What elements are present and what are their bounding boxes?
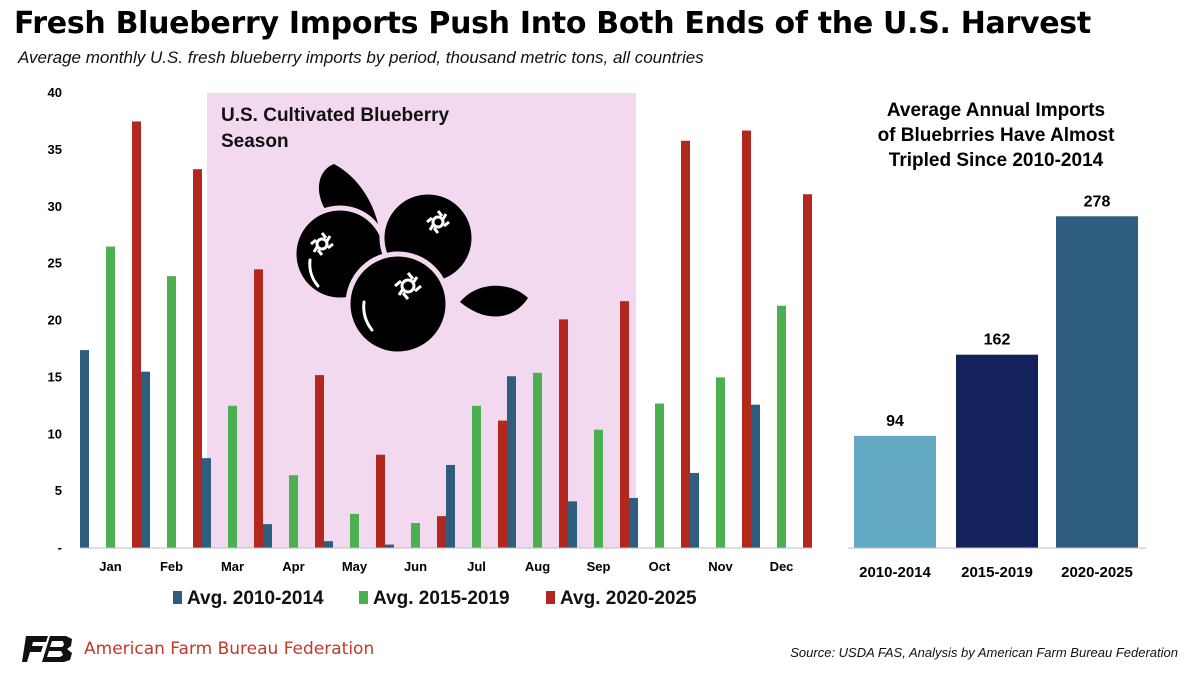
organization-name: American Farm Bureau Federation [84,639,375,659]
season-label-line-1: U.S. Cultivated Blueberry [221,105,449,126]
legend-label: Avg. 2015-2019 [373,588,510,609]
x-tick-label: Aug [525,559,550,574]
y-tick-label: 10 [48,426,62,441]
y-tick-label: - [58,540,62,555]
left-x-axis: Jan Feb Mar Apr May Jun Jul Aug Sep Oct Nov Dec [99,559,793,574]
bar-jan-series-1 [80,350,89,548]
annual-bar-2015-2019 [956,354,1038,548]
y-tick-label: 35 [48,142,62,157]
annual-data-label: 94 [886,413,904,430]
bar-feb-series-1 [141,371,150,548]
annual-bar-2020-2025 [1056,216,1138,548]
y-tick-label: 30 [48,199,62,214]
y-tick-label: 40 [48,85,62,100]
right-title-line: Average Annual Imports [887,100,1105,121]
bar-dec-series-1 [751,404,760,548]
bar-jun-series-2 [411,522,420,548]
bar-feb-series-3 [193,169,202,548]
right-chart-title: Average Annual Imports of Bluebrries Have… [878,100,1116,171]
x-tick-label: Jul [467,559,486,574]
y-tick-label: 5 [55,483,62,498]
bar-mar-series-1 [202,458,211,548]
season-label-line-2: Season [221,131,289,152]
x-tick-label: Jun [404,559,427,574]
bar-aug-series-2 [533,372,542,548]
bar-mar-series-2 [228,405,237,548]
bar-oct-series-2 [655,403,664,548]
legend-swatch [546,591,555,604]
bar-apr-series-3 [315,375,324,548]
bar-aug-series-3 [559,319,568,548]
x-tick-label: Mar [221,559,244,574]
right-x-axis: 2010-2014 2015-2019 2020-2025 [859,564,1133,581]
blueberry-icon [291,164,528,357]
bar-aug-series-1 [507,376,516,548]
annual-x-tick-label: 2015-2019 [961,564,1033,581]
bar-jun-series-1 [385,544,394,548]
x-tick-label: Feb [160,559,183,574]
bar-jul-series-3 [498,420,507,548]
annual-data-label: 278 [1084,193,1111,210]
afbf-logo-icon [22,636,72,662]
y-tick-label: 25 [48,256,62,271]
bar-may-series-1 [324,541,333,548]
x-tick-label: Oct [649,559,671,574]
x-tick-label: Sep [587,559,611,574]
bar-dec-series-3 [803,194,812,549]
bar-oct-series-3 [681,140,690,548]
legend-swatch [359,591,368,604]
annual-bar-2010-2014 [854,435,936,548]
left-bars [80,121,812,549]
bar-mar-series-3 [254,269,263,548]
bar-jan-series-3 [132,121,141,548]
chart-subtitle: Average monthly U.S. fresh blueberry imp… [18,48,704,67]
legend-swatch [173,591,182,604]
legend: Avg. 2010-2014 Avg. 2015-2019 Avg. 2020-20… [173,588,697,609]
x-tick-label: Jan [99,559,121,574]
annual-x-tick-label: 2020-2025 [1061,564,1133,581]
legend-label: Avg. 2010-2014 [187,588,324,609]
bar-may-series-3 [376,454,385,548]
bar-sep-series-1 [568,501,577,548]
x-tick-label: Apr [282,559,304,574]
bar-oct-series-1 [629,497,638,548]
x-tick-label: Dec [770,559,794,574]
bar-jan-series-2 [106,246,115,548]
annual-x-tick-label: 2010-2014 [859,564,931,581]
x-tick-label: May [342,559,368,574]
bar-dec-series-2 [777,305,786,548]
bar-feb-series-2 [167,276,176,548]
legend-label: Avg. 2020-2025 [560,588,697,609]
bar-apr-series-2 [289,475,298,548]
x-tick-label: Nov [708,559,733,574]
source-note: Source: USDA FAS, Analysis by American F… [790,645,1178,660]
chart-title: Fresh Blueberry Imports Push Into Both E… [14,6,1091,41]
bar-nov-series-3 [742,130,751,548]
bar-sep-series-2 [594,429,603,548]
y-tick-label: 20 [48,313,62,328]
bar-may-series-2 [350,513,359,548]
right-bars: 94 162 278 [854,193,1138,548]
y-tick-label: 15 [48,369,62,384]
bar-sep-series-3 [620,301,629,548]
bar-nov-series-2 [716,377,725,548]
left-y-axis: - 5 10 15 20 25 30 35 40 [48,85,62,555]
bar-nov-series-1 [690,472,699,548]
bar-jul-series-2 [472,405,481,548]
right-title-line: Tripled Since 2010-2014 [889,150,1104,171]
bar-apr-series-1 [263,524,272,548]
right-title-line: of Bluebrries Have Almost [878,125,1116,146]
bar-jun-series-3 [437,516,446,548]
footer-logo: American Farm Bureau Federation [22,636,374,662]
annual-data-label: 162 [984,332,1011,349]
bar-jul-series-1 [446,464,455,548]
